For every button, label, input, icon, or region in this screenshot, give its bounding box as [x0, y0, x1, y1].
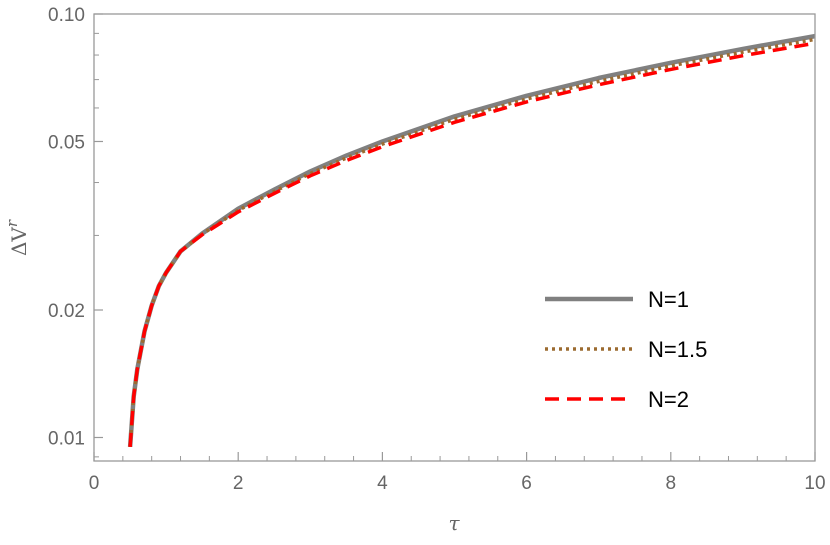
series-layer	[127, 33, 816, 448]
y-axis-label-superscript: r	[3, 219, 21, 227]
series-line-n-1	[127, 33, 816, 448]
legend: N=1 N=1.5 N=2	[545, 287, 707, 412]
series-line-n-2	[128, 41, 816, 448]
x-tick-label: 2	[233, 473, 244, 494]
x-tick-label: 10	[804, 473, 825, 494]
x-tick-label: 8	[666, 473, 677, 494]
y-tick-label: 0.05	[48, 132, 85, 153]
legend-label: N=1.5	[648, 337, 707, 362]
x-tick-label: 0	[89, 473, 100, 494]
series-line-n-1-5	[128, 37, 816, 448]
y-axis-label: ΔVr	[3, 219, 31, 256]
y-tick-label: 0.10	[48, 5, 85, 26]
y-axis-label-base: ΔV	[7, 227, 31, 256]
legend-label: N=1	[648, 287, 689, 312]
x-axis-label: τ	[448, 511, 460, 535]
ticks-layer: 0 2 4 6 8 10 0.01 0.02 0.05 0.10	[48, 5, 826, 494]
x-tick-label: 4	[377, 473, 388, 494]
y-tick-label: 0.02	[48, 301, 85, 322]
legend-label: N=2	[648, 387, 689, 412]
plot-frame	[93, 13, 816, 462]
x-tick-label: 6	[521, 473, 532, 494]
y-tick-label: 0.01	[48, 428, 85, 449]
